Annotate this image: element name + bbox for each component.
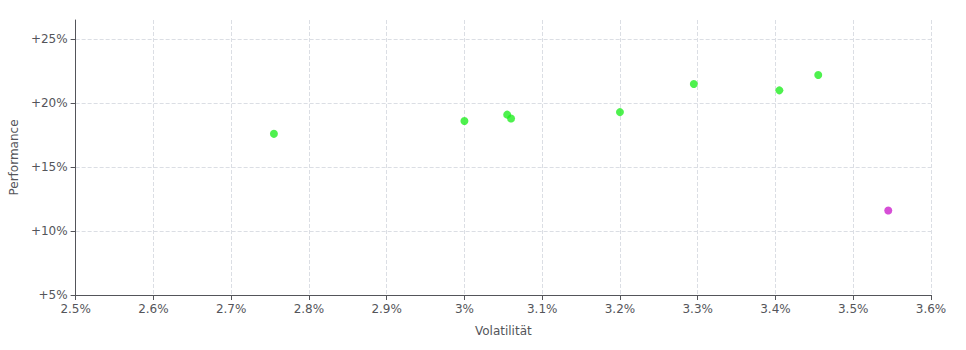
svg-text:Performance: Performance xyxy=(7,119,21,195)
svg-text:2.9%: 2.9% xyxy=(371,302,402,316)
svg-text:2.7%: 2.7% xyxy=(216,302,247,316)
svg-text:+15%: +15% xyxy=(31,160,68,174)
svg-text:3%: 3% xyxy=(455,302,474,316)
svg-text:3.1%: 3.1% xyxy=(527,302,558,316)
svg-text:2.8%: 2.8% xyxy=(294,302,325,316)
svg-text:+20%: +20% xyxy=(31,96,68,110)
svg-text:2.6%: 2.6% xyxy=(138,302,169,316)
svg-text:+10%: +10% xyxy=(31,224,68,238)
svg-text:3.3%: 3.3% xyxy=(682,302,713,316)
svg-text:3.2%: 3.2% xyxy=(605,302,636,316)
svg-text:2.5%: 2.5% xyxy=(60,302,91,316)
svg-text:3.4%: 3.4% xyxy=(760,302,791,316)
svg-text:3.5%: 3.5% xyxy=(838,302,869,316)
svg-text:Volatilität: Volatilität xyxy=(475,324,532,338)
svg-text:+5%: +5% xyxy=(39,288,68,302)
svg-text:3.6%: 3.6% xyxy=(916,302,947,316)
svg-text:+25%: +25% xyxy=(31,32,68,46)
